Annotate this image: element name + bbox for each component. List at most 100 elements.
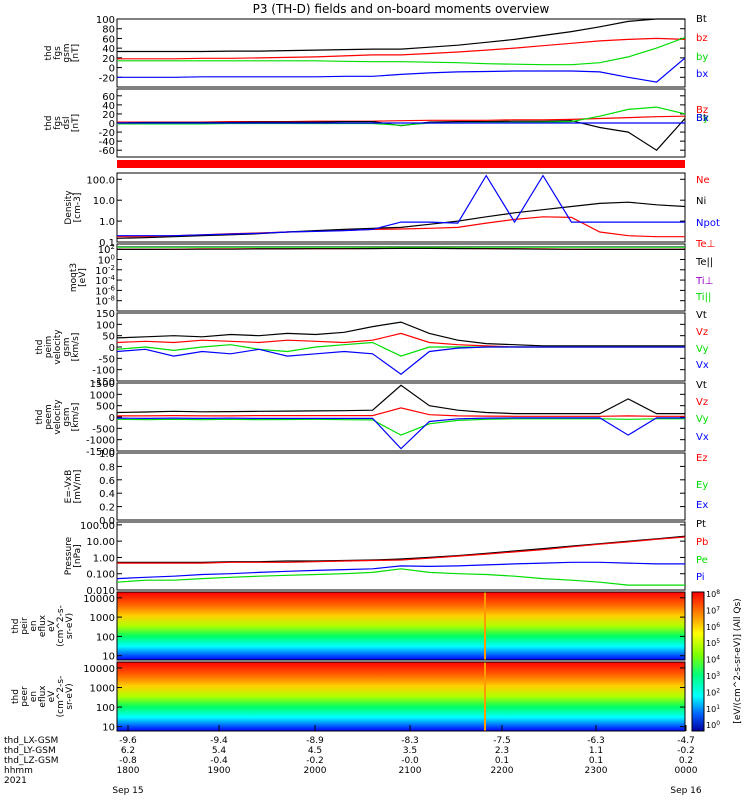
colorbar-tick-2: 106 [706, 622, 720, 632]
legend-7-1: Pb [696, 537, 708, 548]
series-group-1 [117, 106, 685, 151]
colorbar-tick-1: 107 [706, 605, 720, 615]
ytick-label-7-3: 10.00 [86, 537, 115, 548]
ytick-label-9-3: 10000 [83, 664, 115, 675]
xaxis-val-0-1: 6.2 [121, 746, 135, 756]
legend-2-2: Npot [696, 218, 720, 229]
ylabel-5-1: peem [44, 404, 54, 430]
ytick-label-5-4: 500 [96, 402, 115, 413]
ytick-label-2-1: 1.0 [99, 217, 115, 228]
colorbar-tick-6: 102 [706, 687, 720, 697]
legend-4-1: Vz [696, 327, 708, 338]
ytick-label-6-1: 0.2 [99, 503, 115, 514]
ytick-label-4-5: 100 [96, 320, 115, 331]
xaxis-row-label-1: thd_LY-GSM [4, 746, 56, 756]
panel-frame-8 [116, 591, 686, 661]
legend-1-2: By [696, 113, 709, 124]
ylabel-8-1: peir [20, 617, 30, 635]
panel-frame-2 [116, 172, 686, 243]
series-line-7-2 [117, 568, 685, 586]
xaxis-val-5-2: 0.1 [589, 756, 603, 766]
ytick-label-6-0: 0.0 [99, 516, 115, 527]
xaxis-val-4-1: 2.3 [495, 746, 509, 756]
legend-3-2: Ti⊥ [695, 276, 713, 287]
ytick-label-2-2: 10.0 [93, 196, 115, 207]
panel-frame-6 [116, 452, 686, 521]
plot-title: P3 (TH-D) fields and on-board moments ov… [253, 2, 550, 16]
ytick-label-0-4: 60 [102, 34, 115, 45]
ytick-label-7-0: 0.010 [86, 586, 115, 597]
xaxis-val-3-2: -0.0 [401, 756, 419, 766]
ylabel-4-4: [km/s] [71, 333, 81, 362]
legend-1-3: Bx [696, 113, 709, 124]
ytick-label-4-3: 0 [109, 343, 115, 354]
series-group-2 [117, 174, 685, 239]
ytick-label-2-3: 100.0 [86, 175, 115, 186]
ytick-label-8-1: 100 [96, 632, 115, 643]
xaxis-val-1-1: 5.4 [212, 746, 227, 756]
ylabel-5-0: thd [35, 410, 45, 425]
series-line-0-1 [117, 37, 685, 60]
ytick-label-7-4: 100.00 [80, 521, 115, 532]
ytick-label-3-4: 100 [98, 253, 115, 266]
colorbar-tick-7: 101 [706, 704, 720, 714]
legend-6-2: Ex [696, 500, 708, 511]
series-line-2-1 [117, 201, 685, 239]
ylabel-9-2: en [29, 691, 39, 702]
ytick-label-4-4: 50 [102, 332, 115, 343]
ytick-label-0-5: 80 [102, 25, 115, 36]
xaxis-date-0: Sep 15 [112, 786, 143, 796]
legend-4-3: Vx [696, 360, 709, 371]
series-line-0-3 [117, 57, 685, 83]
ylabel-7-0: Pressure [64, 536, 74, 575]
ytick-label-6-5: 1.0 [99, 449, 115, 460]
ylabel-5-3: gsm [62, 407, 72, 426]
ylabel-9-3: eflux [38, 685, 48, 708]
ylabel-8-5: (cm^2-s- [56, 605, 66, 647]
colorbar-tick-3: 105 [706, 638, 720, 648]
xaxis-row-label-4: 2021 [4, 776, 27, 786]
series-group-0 [117, 18, 685, 83]
colorbar-tick-4: 104 [706, 655, 720, 665]
ytick-label-4-0: -150 [92, 377, 115, 388]
legend-6-1: Ey [696, 480, 708, 491]
xaxis-val-3-1: 3.5 [403, 746, 417, 756]
xaxis-val-2-2: -0.2 [306, 756, 324, 766]
ylabel-8-3: eflux [38, 614, 48, 637]
ytick-label-9-2: 1000 [90, 683, 115, 694]
series-line-5-2 [117, 418, 685, 436]
xaxis-val-1-2: -0.4 [210, 756, 228, 766]
ylabel-9-0: thd [11, 689, 21, 704]
ylabel-0-1: fgs [53, 46, 63, 60]
xaxis-val-2-3: 2000 [304, 766, 327, 776]
ytick-label-2-0: 0.1 [99, 238, 115, 249]
legend-3-3: Ti|| [695, 292, 711, 303]
spectrogram-9 [117, 662, 685, 731]
legend-5-3: Vx [696, 432, 709, 443]
ylabel-9-6: sr-eV) [65, 683, 75, 709]
legend-2-0: Ne [696, 175, 710, 186]
ylabel-2-0: Density [64, 190, 74, 225]
xaxis-val-1-3: 1900 [208, 766, 231, 776]
ylabel-3-1: [eV] [78, 268, 88, 287]
ytick-label-0-3: 40 [102, 44, 115, 55]
series-line-4-1 [117, 332, 685, 348]
ytick-label-1-5: 40 [102, 101, 115, 112]
ylabel-4-2: velocity [53, 329, 63, 365]
ytick-label-0-1: 0 [109, 64, 115, 75]
series-line-4-0 [117, 321, 685, 347]
legend-6-0: Ez [696, 453, 708, 464]
legend-4-0: Vt [696, 310, 707, 321]
legend-7-0: Pt [696, 519, 706, 530]
ytick-label-5-2: -500 [92, 424, 115, 435]
xaxis-val-5-1: 1.1 [589, 746, 603, 756]
ytick-label-6-3: 0.6 [99, 476, 115, 487]
legend-0-0: Bt [696, 14, 707, 25]
ylabel-9-5: (cm^2-s- [56, 676, 66, 718]
ytick-label-5-1: -1000 [86, 436, 115, 447]
colorbar-label: [eV/(cm^2-s-sr-eV)] (All Qs) [733, 598, 743, 723]
ytick-label-3-0: 10-8 [95, 295, 115, 308]
legend-5-0: Vt [696, 380, 707, 391]
panel-frame-0 [116, 18, 686, 88]
legend-4-2: Vy [696, 344, 709, 355]
